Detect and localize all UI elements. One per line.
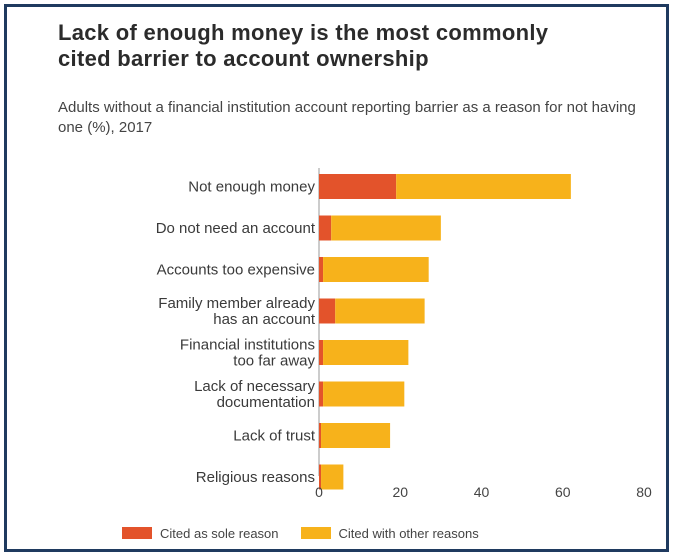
- category-label: Lack of trust: [233, 428, 316, 445]
- chart-title: Lack of enough money is the most commonl…: [58, 20, 549, 71]
- bar-other-reasons: [323, 340, 409, 365]
- x-tick-label: 60: [555, 484, 571, 500]
- legend-swatch-other: [300, 527, 331, 539]
- bar-sole-reason: [319, 340, 324, 365]
- bar-other-reasons: [335, 298, 425, 324]
- x-tick-label: 40: [474, 484, 490, 500]
- bar-sole-reason: [319, 423, 322, 448]
- bar-sole-reason: [319, 298, 336, 324]
- legend: Cited as sole reason Cited with other re…: [122, 524, 501, 542]
- x-tick-label: 80: [636, 484, 652, 500]
- legend-label-sole: Cited as sole reason: [160, 525, 279, 541]
- category-label: Accounts too expensive: [157, 262, 315, 279]
- category-label: Lack of necessary documentation: [194, 378, 315, 411]
- bar-sole-reason: [319, 257, 324, 282]
- category-label: Family member already has an account: [158, 295, 316, 328]
- bar-other-reasons: [321, 464, 344, 490]
- bar-other-reasons: [396, 174, 571, 199]
- bar-other-reasons: [321, 423, 391, 448]
- category-label: Do not need an account: [156, 220, 316, 237]
- category-label: Not enough money: [188, 179, 315, 196]
- legend-item-other: Cited with other reasons: [300, 525, 479, 541]
- bar-other-reasons: [323, 257, 429, 282]
- chart-subtitle: Adults without a financial institution a…: [58, 99, 636, 136]
- x-tick-label: 0: [315, 484, 323, 500]
- x-tick-label: 20: [392, 484, 408, 500]
- bar-sole-reason: [319, 174, 397, 199]
- bar-sole-reason: [319, 381, 324, 407]
- legend-item-sole: Cited as sole reason: [122, 526, 279, 541]
- legend-label-other: Cited with other reasons: [338, 525, 479, 541]
- bar-sole-reason: [319, 464, 322, 490]
- category-label: Financial institutions too far away: [180, 337, 316, 370]
- bar-other-reasons: [323, 381, 405, 407]
- bar-sole-reason: [319, 215, 332, 241]
- bar-other-reasons: [331, 215, 441, 241]
- legend-swatch-sole: [122, 527, 152, 539]
- category-label: Religious reasons: [196, 469, 315, 486]
